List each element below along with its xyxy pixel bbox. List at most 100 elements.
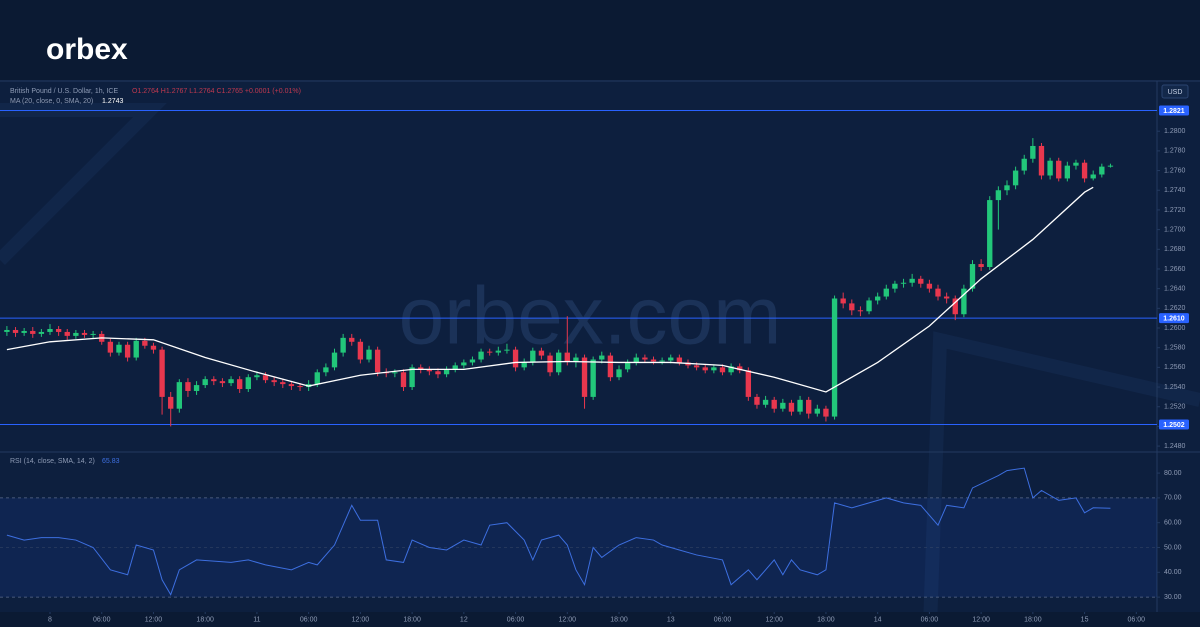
x-tick-label: 12 (460, 616, 468, 623)
level-label-box (1159, 419, 1189, 430)
candle-body (1073, 162, 1079, 166)
candle-body (849, 303, 855, 311)
candle-body (314, 372, 320, 385)
candle-body (12, 329, 19, 333)
candle-body (185, 382, 191, 391)
candle-body (504, 349, 510, 351)
candle-body (659, 360, 665, 362)
y-tick-label: 60.00 (1164, 520, 1182, 527)
candle-body (1004, 185, 1010, 191)
candle-body (55, 328, 62, 332)
candle-body (935, 288, 941, 297)
candle-body (650, 359, 657, 362)
candle-body (952, 298, 958, 315)
candle-body (4, 329, 10, 332)
candle-body (392, 372, 398, 374)
candle-body (564, 352, 570, 362)
candle-body (728, 366, 734, 373)
candle-body (124, 344, 131, 358)
candle-body (745, 370, 752, 397)
candle-body (943, 296, 950, 299)
x-tick-label: 06:00 (93, 616, 111, 623)
decoration (0, 103, 1200, 627)
level-label-box (1159, 105, 1189, 116)
candle-body (426, 369, 433, 372)
candle-body (719, 367, 726, 373)
x-tick-label: 12:00 (145, 616, 163, 623)
level-label: 1.2821 (1163, 108, 1185, 115)
x-tick-label: 15 (1081, 616, 1089, 623)
candle-body (168, 396, 174, 409)
x-tick-label: 11 (253, 616, 260, 623)
candle-body (754, 396, 760, 405)
candle-body (702, 367, 708, 371)
candle-body (581, 357, 588, 397)
candle-body (64, 331, 70, 336)
candle-body (237, 379, 243, 390)
x-tick-label: 06:00 (300, 616, 318, 623)
y-tick-label: 1.2780 (1164, 148, 1186, 155)
candle-body (81, 332, 88, 335)
brand-logo: orbex (46, 33, 128, 66)
y-tick-label: 50.00 (1164, 544, 1182, 551)
candle-body (788, 402, 795, 412)
x-tick-label: 14 (874, 616, 882, 623)
x-tick-label: 12:00 (972, 616, 990, 623)
candle-body (1021, 158, 1027, 171)
x-tick-label: 06:00 (1128, 616, 1146, 623)
candle-body (271, 380, 277, 383)
candle-body (150, 345, 157, 350)
candle-body (219, 381, 226, 384)
candle-body (840, 298, 846, 304)
candle-body (366, 349, 372, 360)
x-tick-label: 06:00 (507, 616, 525, 623)
candle-body (616, 369, 622, 378)
candle-body (831, 298, 838, 417)
candle-body (297, 386, 303, 388)
candle-body (331, 352, 338, 368)
candle-body (280, 382, 286, 385)
candle-body (400, 372, 407, 388)
candle-body (676, 357, 683, 363)
candle-body (555, 352, 562, 373)
candle-body (668, 357, 674, 361)
y-tick-label: 1.2640 (1164, 285, 1186, 292)
candle-body (202, 379, 208, 386)
x-tick-label: 18:00 (403, 616, 421, 623)
y-tick-label: 70.00 (1164, 495, 1182, 502)
candle-body (797, 399, 803, 412)
y-tick-label: 30.00 (1164, 594, 1182, 601)
candle-body (969, 264, 976, 289)
candle-body (693, 365, 700, 368)
candle-body (909, 278, 915, 283)
candle-body (90, 333, 96, 335)
candle-body (38, 331, 45, 334)
decor-shape (0, 103, 167, 265)
candle-body (495, 350, 501, 353)
candle-body (245, 377, 251, 390)
candle-body (133, 340, 139, 358)
candle-body (978, 264, 984, 267)
symbol-title: British Pound / U.S. Dollar, 1h, ICE (10, 88, 118, 95)
y-tick-label: 80.00 (1164, 470, 1182, 477)
candle-body (607, 355, 614, 378)
y-tick-label: 1.2800 (1164, 128, 1186, 135)
candle-body (435, 371, 441, 375)
candle-body (892, 283, 898, 289)
x-tick-label: 18:00 (817, 616, 835, 623)
candle-body (857, 310, 864, 312)
x-tick-label: 18:00 (1024, 616, 1042, 623)
candle-body (995, 190, 1002, 201)
x-tick-label: 8 (48, 616, 52, 623)
candle-body (1056, 160, 1062, 179)
x-tick-label: 12:00 (559, 616, 577, 623)
candle-body (418, 367, 424, 370)
candle-body (1107, 165, 1114, 167)
candle-body (1064, 165, 1071, 179)
candle-body (323, 367, 329, 373)
candle-body (1030, 145, 1036, 159)
candle-body (487, 351, 493, 353)
candle-body (374, 349, 381, 373)
ohlc-readout: O1.2764 H1.2767 L1.2764 C1.2765 +0.0001 … (132, 88, 301, 95)
watermark: orbex.com (399, 271, 782, 362)
